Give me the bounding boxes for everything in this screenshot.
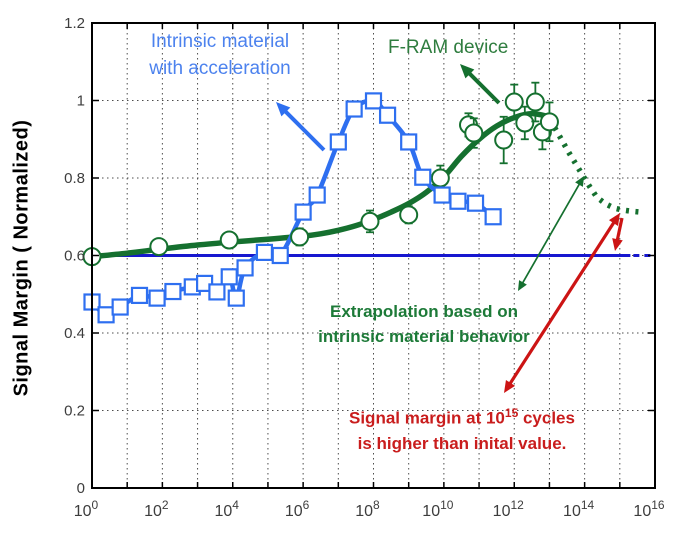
- intrinsic-data-point: [433, 186, 451, 204]
- intrinsic-data-point: [466, 194, 485, 212]
- x-tick-label: 100: [74, 498, 99, 520]
- red-difference-arrow-head: [504, 379, 516, 393]
- red-difference-arrow-head: [608, 213, 620, 227]
- intrinsic-data-point: [345, 100, 363, 118]
- fram-data-point: [149, 237, 169, 257]
- intrinsic-data-point: [271, 246, 289, 265]
- y-tick-label: 0: [77, 480, 85, 497]
- fram-data-point: [290, 227, 310, 247]
- intrinsic-data-point: [294, 203, 312, 221]
- y-tick-label: 0.6: [64, 248, 85, 265]
- blue-callout-arrow-head: [276, 102, 291, 117]
- x-tick-label: 108: [355, 498, 380, 520]
- green-extrapolation-pointer-head: [518, 280, 527, 291]
- x-tick-label: 1012: [493, 498, 524, 520]
- fram-data-point: [219, 230, 239, 250]
- fram-data-point: [515, 113, 535, 133]
- x-tick-label: 102: [144, 498, 169, 520]
- y-tick-label: 1.2: [64, 15, 85, 32]
- intrinsic-data-point: [220, 268, 238, 286]
- intrinsic-data-point: [329, 133, 347, 151]
- intrinsic-data-point: [378, 106, 397, 124]
- x-tick-label: 106: [285, 498, 310, 520]
- intrinsic-data-point: [208, 283, 226, 301]
- intrinsic-data-point: [236, 259, 254, 277]
- intrinsic-data-point: [164, 282, 182, 301]
- fram-data-point: [430, 168, 450, 188]
- red-difference-arrow-down-head: [612, 238, 623, 251]
- intrinsic-data-point: [308, 186, 326, 204]
- x-tick-label: 104: [215, 498, 240, 520]
- green-callout-arrow: [464, 68, 501, 105]
- green-callout-arrow-head: [460, 64, 475, 79]
- intrinsic-data-point: [484, 208, 502, 226]
- x-tick-label: 1010: [422, 498, 453, 520]
- intrinsic-data-point: [364, 92, 383, 110]
- intrinsic-data-point: [148, 289, 166, 307]
- fram-data-point: [525, 92, 545, 112]
- intrinsic-material-curve: [89, 98, 496, 318]
- intrinsic-data-point: [111, 298, 129, 316]
- fram-data-point: [464, 123, 484, 143]
- red-difference-arrow: [506, 218, 618, 388]
- fram-data-point: [399, 205, 419, 225]
- intrinsic-data-point: [449, 192, 467, 210]
- intrinsic-data-point: [400, 133, 418, 151]
- fram-data-point: [494, 130, 514, 150]
- x-tick-label: 1016: [633, 498, 664, 520]
- intrinsic-data-point: [97, 306, 115, 324]
- intrinsic-data-point: [227, 289, 245, 307]
- y-tick-label: 0.2: [64, 403, 85, 420]
- fram-data-point: [539, 112, 559, 132]
- x-tick-label: 1014: [563, 498, 594, 520]
- blue-callout-arrow: [280, 106, 326, 152]
- fram-data-point: [360, 211, 380, 231]
- y-tick-label: 1: [77, 93, 85, 110]
- intrinsic-data-point: [414, 168, 432, 186]
- intrinsic-data-point: [130, 286, 149, 305]
- fram-data-point: [504, 92, 524, 112]
- y-tick-label: 0.4: [64, 325, 85, 342]
- intrinsic-data-point: [255, 243, 274, 261]
- extrapolation-dotted-curve: [552, 126, 642, 215]
- y-tick-label: 0.8: [64, 170, 85, 187]
- green-extrapolation-pointer-head: [575, 176, 584, 187]
- green-extrapolation-pointer: [520, 180, 582, 287]
